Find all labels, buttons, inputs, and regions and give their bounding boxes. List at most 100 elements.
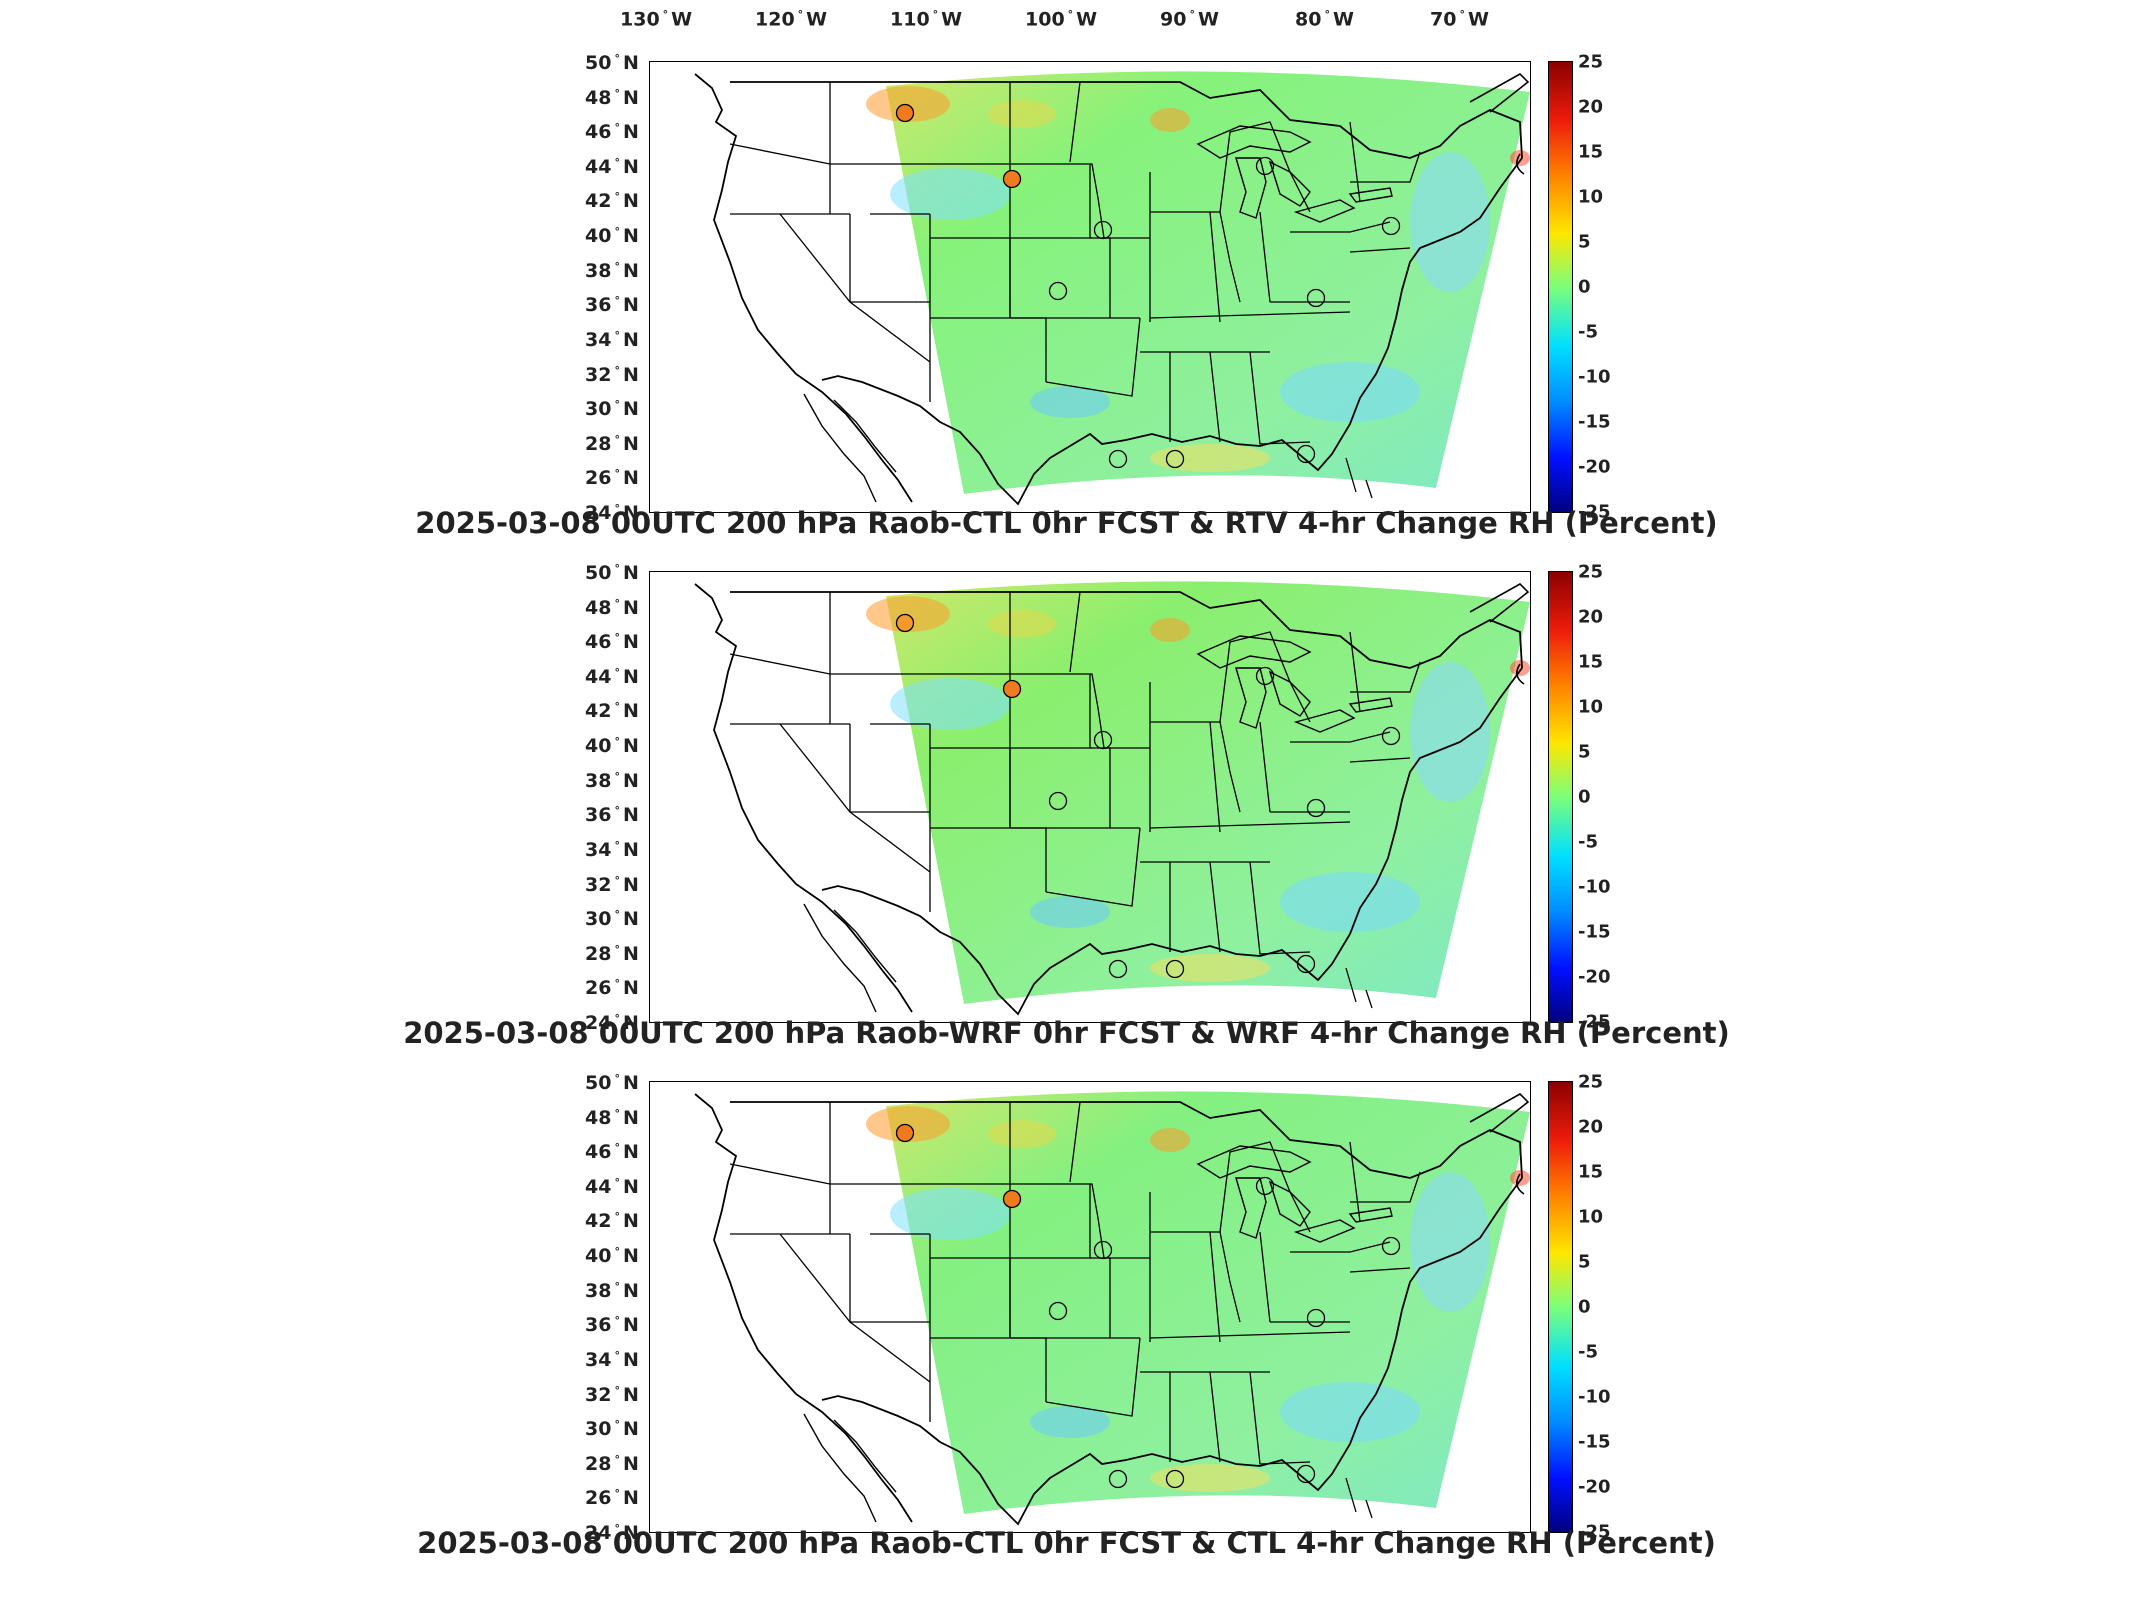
state-border bbox=[1209, 1371, 1221, 1463]
colorbar-tick: -10 bbox=[1578, 366, 1611, 388]
degree-value: 26 bbox=[585, 467, 612, 490]
station-37n-80w bbox=[1306, 1308, 1326, 1328]
colorbar-tick: -15 bbox=[1578, 1431, 1611, 1453]
degree-sign: ° bbox=[614, 942, 620, 956]
degree-sign: ° bbox=[614, 121, 620, 135]
degree-value: 50 bbox=[585, 1072, 612, 1095]
state-border bbox=[1045, 827, 1141, 907]
great-lake-outline bbox=[1348, 187, 1393, 203]
degree-value: 44 bbox=[585, 1176, 612, 1199]
degree-sign: ° bbox=[614, 631, 620, 645]
great-lake-outline bbox=[1293, 709, 1356, 733]
great-lake-outline bbox=[1235, 667, 1267, 729]
degree-sign: ° bbox=[614, 1417, 620, 1431]
degree-value: 24 bbox=[585, 502, 612, 525]
hemisphere: N bbox=[622, 1452, 639, 1475]
colorbar-tick: 0 bbox=[1578, 276, 1591, 298]
nova-scotia-coastline bbox=[1516, 153, 1525, 175]
canada-coastline bbox=[1469, 583, 1530, 623]
hemisphere: N bbox=[622, 1106, 639, 1129]
hemisphere: N bbox=[622, 190, 639, 213]
lat-label-46n: 46 ° N bbox=[585, 1141, 639, 1163]
colorbar-tick: -15 bbox=[1578, 411, 1611, 433]
degree-sign: ° bbox=[614, 1011, 620, 1025]
state-border bbox=[1290, 221, 1391, 233]
hemisphere: N bbox=[622, 1141, 639, 1164]
state-border bbox=[1209, 1231, 1221, 1343]
lat-label-28n: 28 ° N bbox=[585, 433, 639, 455]
degree-sign: ° bbox=[1067, 8, 1074, 21]
hemisphere: N bbox=[622, 769, 639, 792]
hemisphere: N bbox=[622, 467, 639, 490]
station-48n-112w bbox=[895, 613, 915, 633]
degree-value: 38 bbox=[585, 259, 612, 282]
rh-anomaly-patch bbox=[890, 678, 1010, 730]
colorbar-tick: -10 bbox=[1578, 876, 1611, 898]
degree-sign: ° bbox=[614, 665, 620, 679]
hemisphere: N bbox=[622, 363, 639, 386]
state-border bbox=[729, 143, 831, 165]
lon-label-100w: 100 ° W bbox=[1025, 8, 1097, 30]
state-border bbox=[1349, 247, 1411, 253]
degree-sign: ° bbox=[797, 8, 804, 21]
hemisphere: W bbox=[1332, 8, 1354, 31]
state-border bbox=[1349, 121, 1361, 203]
degree-sign: ° bbox=[662, 8, 669, 21]
state-border bbox=[1149, 311, 1351, 319]
hemisphere: W bbox=[1076, 8, 1098, 31]
hemisphere: W bbox=[806, 8, 828, 31]
great-lake-outline bbox=[1196, 635, 1312, 669]
state-border bbox=[1350, 1171, 1421, 1203]
state-border bbox=[1259, 1231, 1271, 1323]
hemisphere: W bbox=[1467, 8, 1489, 31]
state-border bbox=[1290, 1241, 1391, 1253]
hemisphere: N bbox=[622, 1012, 639, 1035]
degree-value: 48 bbox=[585, 86, 612, 109]
degree-sign: ° bbox=[1459, 8, 1465, 21]
state-border bbox=[1259, 721, 1271, 813]
hemisphere: N bbox=[622, 1245, 639, 1268]
station-41n-96w bbox=[1093, 1240, 1113, 1260]
degree-value: 34 bbox=[585, 329, 612, 352]
lat-label-44n: 44 ° N bbox=[585, 1176, 639, 1198]
colorbar-tick: 5 bbox=[1578, 741, 1591, 763]
rh-anomaly-patch bbox=[890, 1188, 1010, 1240]
degree-value: 44 bbox=[585, 666, 612, 689]
great-lake-outline bbox=[1268, 1180, 1311, 1227]
lat-label-24n: 24 ° N bbox=[585, 1522, 639, 1544]
state-border bbox=[1290, 731, 1391, 743]
hemisphere: N bbox=[622, 631, 639, 654]
degree-sign: ° bbox=[614, 86, 620, 100]
rh-anomaly-patch bbox=[1030, 896, 1110, 928]
hemisphere: N bbox=[622, 1383, 639, 1406]
canada-coastline bbox=[1469, 73, 1530, 113]
state-border bbox=[1219, 1141, 1311, 1233]
lat-label-28n: 28 ° N bbox=[585, 1453, 639, 1475]
degree-sign: ° bbox=[614, 1383, 620, 1397]
degree-value: 32 bbox=[585, 1383, 612, 1406]
country-border bbox=[730, 81, 1523, 506]
colorbar-tick: -20 bbox=[1578, 456, 1611, 478]
state-border bbox=[1350, 661, 1421, 693]
lat-label-38n: 38 ° N bbox=[585, 260, 639, 282]
hemisphere: N bbox=[622, 329, 639, 352]
degree-sign: ° bbox=[614, 804, 620, 818]
rh-anomaly-patch bbox=[1510, 150, 1530, 166]
rh-anomaly-patch bbox=[866, 596, 950, 632]
degree-sign: ° bbox=[614, 397, 620, 411]
panel-title-1: 2025-03-08 00UTC 200 hPa Raob-CTL 0hr FC… bbox=[415, 506, 1718, 540]
great-lake-outline bbox=[1348, 697, 1393, 713]
colorbar-tick: -5 bbox=[1578, 321, 1598, 343]
great-lake-outline bbox=[1268, 160, 1311, 207]
rh-anomaly-patch bbox=[1030, 1406, 1110, 1438]
degree-sign: ° bbox=[614, 501, 620, 515]
rh-anomaly-patch bbox=[1510, 1170, 1530, 1186]
state-border bbox=[1249, 861, 1311, 955]
hemisphere: N bbox=[622, 1072, 639, 1095]
degree-value: 130 bbox=[620, 8, 660, 31]
degree-sign: ° bbox=[614, 838, 620, 852]
rh-anomaly-patch bbox=[1410, 152, 1490, 292]
hemisphere: N bbox=[622, 1314, 639, 1337]
station-30n-90w bbox=[1165, 959, 1185, 979]
west-coastline bbox=[694, 1093, 913, 1523]
